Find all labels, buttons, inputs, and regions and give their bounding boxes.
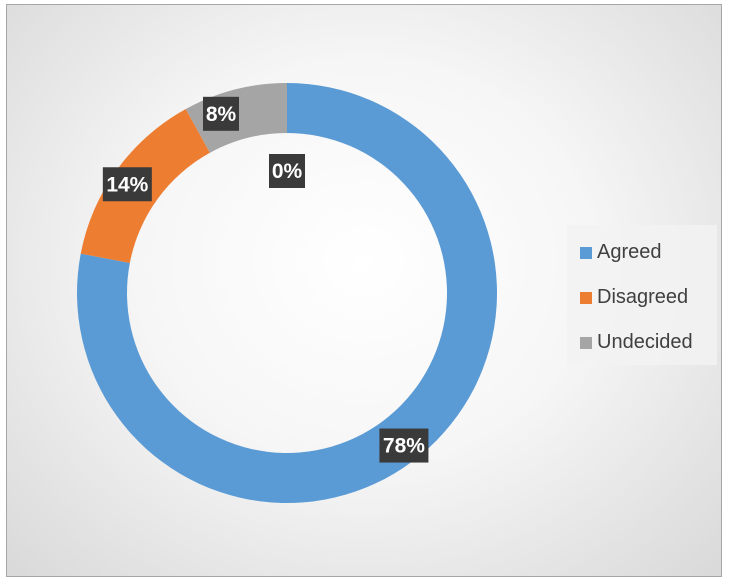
data-label-undecided: 8% — [202, 96, 239, 131]
legend-swatch-disagreed — [580, 291, 592, 304]
svg-text:78%: 78% — [383, 435, 425, 458]
data-label-zero: 0% — [269, 154, 305, 188]
legend-label-disagreed: Disagreed — [597, 286, 689, 308]
svg-text:14%: 14% — [106, 173, 148, 196]
legend-label-agreed: Agreed — [597, 241, 662, 263]
legend: Agreed Disagreed Undecided — [567, 225, 717, 365]
doughnut-chart: 78% 14% 8% 0% — [76, 83, 497, 503]
chart-area: 78% 14% 8% 0% Agreed Disagreed Undecided — [6, 4, 722, 577]
data-label-disagreed: 14% — [102, 167, 152, 202]
svg-text:8%: 8% — [206, 103, 237, 126]
data-label-agreed: 78% — [379, 428, 429, 463]
legend-item-disagreed: Disagreed — [580, 286, 688, 309]
legend-label-undecided: Undecided — [597, 331, 693, 353]
svg-text:0%: 0% — [272, 160, 303, 183]
legend-swatch-agreed — [580, 246, 592, 259]
legend-item-agreed: Agreed — [580, 241, 662, 264]
legend-swatch-undecided — [580, 336, 592, 349]
legend-item-undecided: Undecided — [580, 331, 693, 354]
